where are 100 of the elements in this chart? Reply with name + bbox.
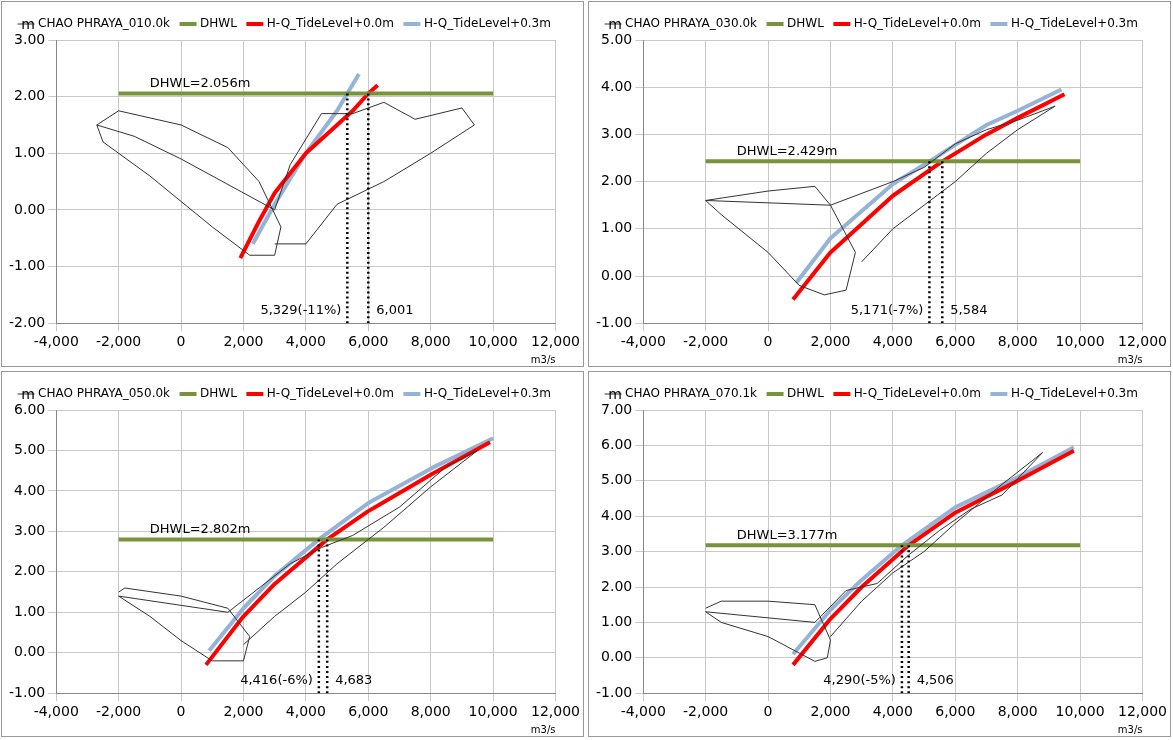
- y-axis-title: m: [21, 15, 35, 32]
- x-tick-label: 12,000: [531, 703, 581, 720]
- annotation: 4,506: [916, 672, 954, 688]
- x-tick-label: 0: [763, 333, 773, 350]
- y-tick-label: 0.00: [14, 643, 46, 660]
- legend-label: CHAO PHRAYA_010.0k: [38, 16, 171, 31]
- y-tick-label: 6.00: [601, 436, 633, 453]
- y-tick-label: 2.00: [14, 87, 46, 104]
- y-tick-label: 2.00: [601, 577, 633, 594]
- annotation: DHWL=2.056m: [149, 75, 251, 91]
- annotation: DHWL=3.177m: [736, 527, 838, 543]
- y-tick-label: 5.00: [601, 471, 633, 488]
- legend-label: H-Q_TideLevel+0.3m: [1010, 386, 1138, 401]
- y-tick-label: 1.00: [14, 143, 46, 160]
- x-tick-label: 8,000: [410, 703, 451, 720]
- legend-label: H-Q_TideLevel+0.0m: [266, 386, 394, 401]
- x-tick-label: 6,000: [348, 333, 389, 350]
- x-axis-title: m3/s: [530, 723, 556, 735]
- y-tick-label: 7.00: [601, 400, 633, 417]
- x-tick-label: 4,000: [872, 333, 913, 350]
- x-axis-title: m3/s: [530, 353, 556, 365]
- x-tick-label: 6,000: [935, 703, 976, 720]
- y-tick-label: -1.00: [8, 683, 46, 700]
- x-tick-label: -4,000: [620, 703, 666, 720]
- x-tick-label: 10,000: [1055, 703, 1105, 720]
- legend-label: CHAO PHRAYA_030.0k: [625, 16, 758, 31]
- y-tick-label: 3.00: [601, 125, 633, 142]
- annotation: DHWL=2.429m: [736, 143, 838, 159]
- y-tick-label: -1.00: [595, 313, 633, 330]
- x-tick-label: 12,000: [1118, 703, 1168, 720]
- legend-label: H-Q_TideLevel+0.3m: [1010, 16, 1138, 31]
- x-tick-label: 6,000: [348, 703, 389, 720]
- legend-label: H-Q_TideLevel+0.0m: [853, 386, 981, 401]
- y-axis-title: m: [21, 385, 35, 402]
- x-tick-label: 0: [763, 703, 773, 720]
- legend-label: DHWL: [787, 16, 825, 31]
- y-tick-label: 4.00: [14, 481, 46, 498]
- x-tick-label: 0: [176, 333, 186, 350]
- x-tick-label: -2,000: [96, 703, 142, 720]
- legend-label: CHAO PHRAYA_070.1k: [625, 386, 758, 401]
- x-tick-label: 6,000: [935, 333, 976, 350]
- x-axis-title: m3/s: [1117, 353, 1143, 365]
- y-tick-label: 1.00: [14, 602, 46, 619]
- y-tick-label: -1.00: [8, 257, 46, 274]
- x-tick-label: -2,000: [96, 333, 142, 350]
- x-tick-label: 8,000: [410, 333, 451, 350]
- y-tick-label: 2.00: [14, 562, 46, 579]
- annotation: 5,584: [950, 302, 988, 318]
- annotation: 4,290(-5%): [823, 672, 896, 688]
- x-tick-label: -4,000: [33, 703, 79, 720]
- y-tick-label: -1.00: [595, 683, 633, 700]
- x-tick-label: 2,000: [810, 703, 851, 720]
- x-tick-label: 12,000: [1118, 333, 1168, 350]
- x-tick-label: 4,000: [285, 703, 326, 720]
- x-tick-label: 2,000: [223, 333, 264, 350]
- legend-label: CHAO PHRAYA_050.0k: [38, 386, 171, 401]
- y-tick-label: 3.00: [14, 30, 46, 47]
- x-tick-label: -2,000: [683, 333, 729, 350]
- y-tick-label: 3.00: [14, 522, 46, 539]
- y-tick-label: 1.00: [601, 219, 633, 236]
- x-tick-label: -4,000: [620, 333, 666, 350]
- x-tick-label: 2,000: [223, 703, 264, 720]
- y-tick-label: -2.00: [8, 313, 46, 330]
- legend-label: DHWL: [200, 16, 238, 31]
- legend-label: H-Q_TideLevel+0.0m: [266, 16, 394, 31]
- legend-label: DHWL: [200, 386, 238, 401]
- annotation: DHWL=2.802m: [149, 521, 251, 537]
- y-tick-label: 4.00: [601, 506, 633, 523]
- y-tick-label: 0.00: [601, 648, 633, 665]
- y-tick-label: 2.00: [601, 172, 633, 189]
- x-tick-label: 8,000: [997, 333, 1038, 350]
- y-tick-label: 5.00: [601, 30, 633, 47]
- annotation: 5,329(-11%): [260, 302, 342, 318]
- y-axis-title: m: [608, 15, 622, 32]
- x-tick-label: 2,000: [810, 333, 851, 350]
- legend-label: H-Q_TideLevel+0.3m: [423, 16, 551, 31]
- x-tick-label: 10,000: [468, 703, 518, 720]
- x-tick-label: 4,000: [285, 333, 326, 350]
- legend-label: DHWL: [787, 386, 825, 401]
- y-tick-label: 0.00: [601, 266, 633, 283]
- y-tick-label: 6.00: [14, 400, 46, 417]
- y-tick-label: 1.00: [601, 613, 633, 630]
- x-tick-label: 10,000: [1055, 333, 1105, 350]
- annotation: 4,416(-6%): [240, 672, 313, 688]
- x-tick-label: 4,000: [872, 703, 913, 720]
- legend-label: H-Q_TideLevel+0.3m: [423, 386, 551, 401]
- x-tick-label: 10,000: [468, 333, 518, 350]
- annotation: 4,683: [335, 672, 373, 688]
- x-tick-label: 12,000: [531, 333, 581, 350]
- y-tick-label: 0.00: [14, 200, 46, 217]
- legend-label: H-Q_TideLevel+0.0m: [853, 16, 981, 31]
- x-axis-title: m3/s: [1117, 723, 1143, 735]
- x-tick-label: -4,000: [33, 333, 79, 350]
- annotation: 6,001: [376, 302, 414, 318]
- y-axis-title: m: [608, 385, 622, 402]
- y-tick-label: 5.00: [14, 441, 46, 458]
- y-tick-label: 3.00: [601, 542, 633, 559]
- x-tick-label: 0: [176, 703, 186, 720]
- x-tick-label: -2,000: [683, 703, 729, 720]
- annotation: 5,171(-7%): [850, 302, 924, 318]
